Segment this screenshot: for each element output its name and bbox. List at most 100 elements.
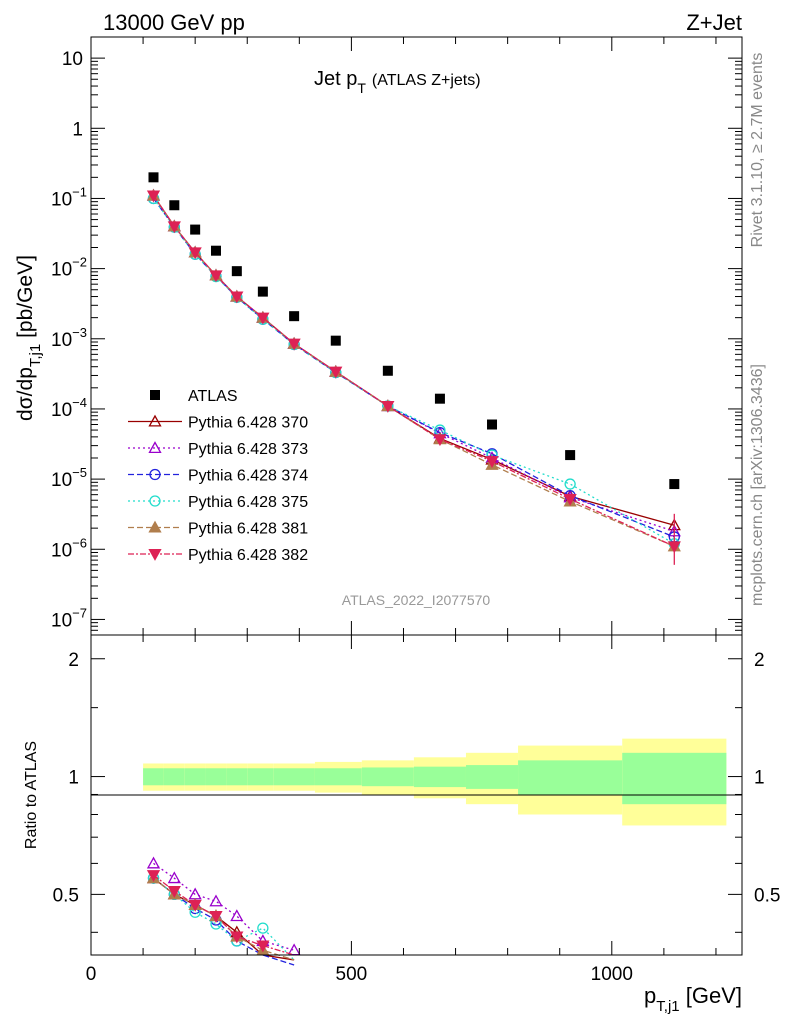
- main-y-tick-label: 10−6: [51, 535, 87, 561]
- main-y-tick-label: 10−3: [51, 325, 87, 351]
- atlas-point: [289, 311, 300, 322]
- ratio-band-inner: [273, 768, 315, 786]
- atlas-point: [669, 479, 680, 490]
- main-panel: 10 1 10−1 10−2 10−3 10−4 10−5 10−6 10−7 Jet pT (A…: [14, 36, 743, 636]
- ratio-series: [146, 856, 301, 966]
- ratio-y-ticks: 0.5 0.5 1 1 2 2: [53, 650, 780, 933]
- atlas-point: [190, 224, 201, 235]
- series-point-s382: [209, 270, 223, 283]
- ratio-point-s382: [146, 870, 161, 882]
- ratio-point-s373: [230, 909, 244, 922]
- main-series: [146, 188, 681, 565]
- series-point-s382: [485, 456, 499, 469]
- main-y-tick-label: 1: [72, 119, 83, 140]
- side-label-bottom: mcplots.cern.ch [arXiv:1306.3436]: [749, 364, 766, 606]
- x-tick-label: 500: [336, 964, 368, 985]
- ratio-band-inner: [163, 768, 185, 786]
- atlas-point: [382, 365, 393, 376]
- atlas-point: [330, 335, 341, 346]
- main-y-tick-label: 10−4: [51, 395, 87, 421]
- main-ylabel: dσ/dpT,j1 [pb/GeV]: [14, 255, 44, 421]
- ratio-point-s373: [167, 871, 181, 884]
- legend-marker-s381: [148, 520, 162, 533]
- x-axis-label: pT,j1 [GeV]: [644, 983, 742, 1015]
- ratio-point-s382: [209, 911, 223, 923]
- main-y-tick-label: 10−5: [51, 465, 87, 491]
- series-point-s382: [146, 190, 161, 203]
- atlas-point: [565, 450, 576, 461]
- legend-label-s381: Pythia 6.428 381: [188, 521, 308, 538]
- legend-marker-s374: [149, 468, 161, 481]
- series-point-s382: [563, 493, 577, 506]
- ratio-point-s382: [167, 885, 181, 898]
- series-point-s382: [230, 291, 244, 304]
- ratio-y-tick-label-right: 2: [754, 650, 765, 671]
- legend-marker-atlas: [150, 390, 160, 400]
- series-line-s374: [152, 198, 675, 538]
- ratio-band-inner: [361, 767, 414, 787]
- legend-label-atlas: ATLAS: [188, 388, 238, 405]
- main-y-tick-label: 10−1: [51, 184, 87, 210]
- ratio-y-tick-label-left: 0.5: [53, 885, 79, 906]
- ratio-ylabel: Ratio to ATLAS: [23, 741, 40, 849]
- atlas-point: [434, 393, 445, 404]
- ratio-band-inner: [413, 766, 466, 788]
- x-tick-label: 1000: [591, 964, 633, 985]
- main-y-tick-label: 10: [62, 49, 83, 70]
- ratio-point-s382: [188, 899, 202, 912]
- ratio-band-inner: [226, 768, 248, 786]
- main-x-ticks: [90, 37, 717, 635]
- side-label-top: Rivet 3.1.10, ≥ 2.7M events: [749, 53, 766, 248]
- legend-label-s374: Pythia 6.428 374: [188, 468, 308, 485]
- ratio-band-inner: [518, 760, 623, 795]
- ratio-band-inner: [205, 768, 227, 786]
- ratio-point-s375: [257, 922, 269, 934]
- series-line-s375: [152, 198, 675, 545]
- main-title: Jet pT (ATLAS Z+jets): [314, 68, 481, 96]
- legend: ATLAS Pythia 6.428 370 Pythia 6.428 373 Pyt…: [128, 388, 308, 564]
- series-point-s382: [329, 366, 343, 379]
- series-point-s382: [188, 247, 202, 260]
- x-tick-label: 0: [86, 964, 97, 985]
- legend-marker-s373: [148, 441, 162, 454]
- main-y-tick-label: 10−7: [51, 605, 87, 631]
- atlas-point: [148, 172, 159, 183]
- legend-label-s382: Pythia 6.428 382: [188, 547, 308, 564]
- legend-label-s373: Pythia 6.428 373: [188, 441, 308, 458]
- ratio-x-ticks: 0 500 1000: [86, 635, 717, 985]
- atlas-point: [257, 286, 268, 297]
- ratio-bands: [143, 738, 727, 826]
- header-right: Z+Jet: [686, 10, 742, 35]
- header-left: 13000 GeV pp: [103, 10, 245, 35]
- ratio-band-inner: [622, 752, 727, 805]
- ratio-y-tick-label-right: 0.5: [754, 885, 780, 906]
- series-point-s382: [433, 434, 447, 447]
- ratio-panel: 0.5 0.5 1 1 2 2 0 500 1000 Ratio to ATLAS: [23, 634, 780, 985]
- ratio-line-s373: [153, 862, 295, 951]
- atlas-point: [210, 245, 221, 256]
- legend-label-s375: Pythia 6.428 375: [188, 494, 308, 511]
- ratio-point-s373: [209, 894, 223, 907]
- main-y-ticks: 10 1 10−1 10−2 10−3 10−4 10−5 10−6 10−7: [51, 36, 742, 636]
- series-point-s375: [564, 478, 576, 490]
- ratio-y-tick-label-left: 2: [68, 650, 79, 671]
- ratio-band-inner: [247, 768, 274, 786]
- series-point-s382: [287, 338, 301, 351]
- main-panel-frame: [90, 36, 743, 636]
- legend-marker-s382: [148, 548, 162, 561]
- watermark: ATLAS_2022_I2077570: [342, 592, 491, 608]
- main-atlas-points: [148, 172, 680, 490]
- legend-label-s370: Pythia 6.428 370: [188, 415, 308, 432]
- ratio-point-s382: [256, 940, 270, 953]
- atlas-point: [231, 266, 242, 277]
- series-point-s382: [256, 312, 270, 325]
- ratio-y-tick-label-left: 1: [68, 768, 79, 789]
- atlas-point: [487, 419, 498, 430]
- ratio-point-s382: [230, 931, 244, 944]
- series-point-s382: [167, 221, 181, 234]
- ratio-panel-frame: [90, 634, 743, 956]
- ratio-y-tick-label-right: 1: [754, 768, 765, 789]
- ratio-band-inner: [465, 765, 519, 789]
- main-y-tick-label: 10−2: [51, 255, 87, 281]
